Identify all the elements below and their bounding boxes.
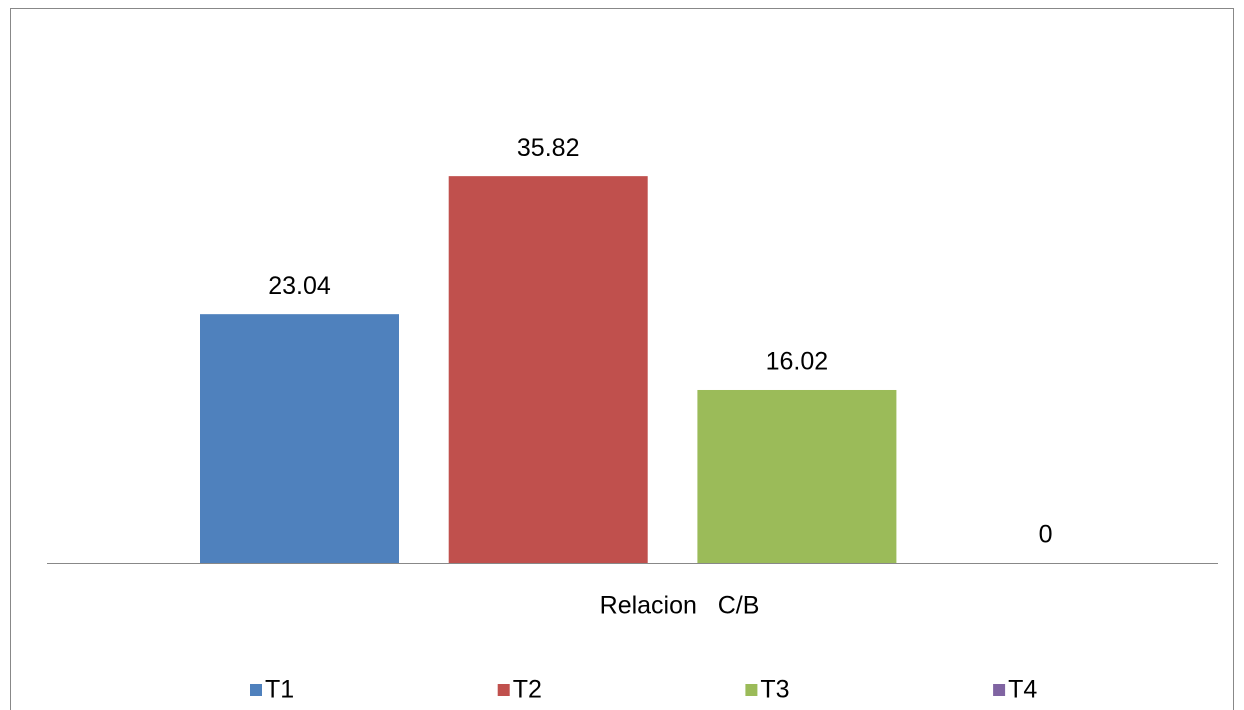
legend-label: T1 bbox=[265, 676, 294, 704]
bar bbox=[448, 176, 648, 564]
value-label: 23.04 bbox=[268, 272, 331, 300]
legend-marker bbox=[745, 684, 758, 696]
value-label: 16.02 bbox=[766, 348, 829, 376]
legend-marker bbox=[250, 684, 262, 696]
legend-marker bbox=[497, 684, 510, 696]
x-tick-label: Relacion C/B bbox=[600, 592, 760, 620]
legend-label: T3 bbox=[760, 676, 789, 704]
value-label: 35.82 bbox=[517, 134, 580, 162]
bar bbox=[200, 314, 399, 563]
bar bbox=[697, 389, 897, 563]
legend-marker bbox=[993, 684, 1006, 696]
legend-label: T2 bbox=[513, 676, 542, 704]
value-label: 0 bbox=[1039, 521, 1053, 549]
legend-label: T4 bbox=[1008, 676, 1037, 704]
